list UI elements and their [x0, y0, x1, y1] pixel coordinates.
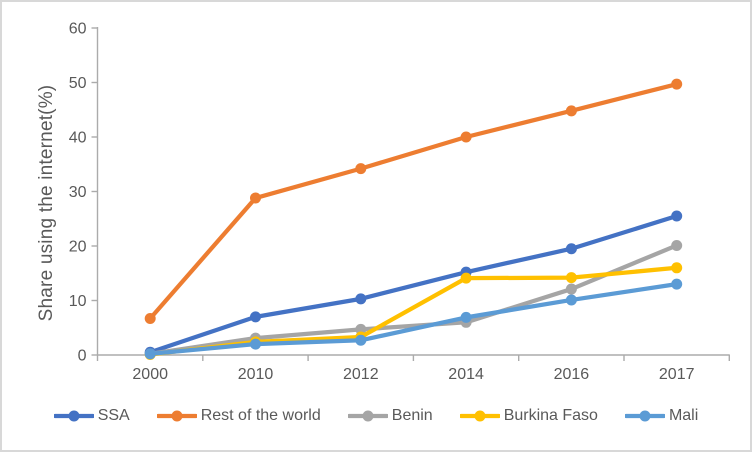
y-tick-label: 30: [69, 184, 87, 201]
data-point-mali: [355, 334, 367, 346]
y-tick-label: 60: [69, 21, 87, 38]
data-point-burkina-faso: [565, 272, 577, 284]
legend-marker-ssa: [53, 410, 94, 422]
legend-item-rest-of-the-world: Rest of the world: [156, 407, 321, 425]
legend-marker-mali: [624, 410, 665, 422]
data-point-ssa: [565, 243, 577, 255]
legend-item-mali: Mali: [624, 407, 699, 425]
data-point-rest-of-the-world: [355, 163, 367, 175]
data-point-rest-of-the-world: [460, 131, 472, 143]
data-point-mali: [144, 348, 156, 360]
legend-marker-burkina-faso: [459, 410, 500, 422]
legend-marker-rest-of-the-world: [156, 410, 197, 422]
series-line-mali: [148, 282, 679, 357]
y-tick-label: 20: [69, 239, 87, 256]
legend-label-benin: Benin: [391, 407, 433, 424]
legend-item-benin: Benin: [347, 407, 433, 425]
series-line-benin: [148, 243, 679, 357]
data-point-ssa: [250, 311, 261, 323]
data-point-rest-of-the-world: [250, 192, 261, 204]
data-point-benin: [355, 323, 367, 335]
data-point-rest-of-the-world: [565, 105, 577, 117]
data-point-ssa: [671, 210, 683, 222]
chart-legend: SSA Rest of the world Benin Burkina Faso Mal…: [2, 407, 750, 425]
data-point-mali: [250, 338, 261, 350]
legend-label-ssa: SSA: [97, 407, 130, 424]
data-point-benin: [565, 283, 577, 295]
data-point-mali: [671, 278, 683, 290]
data-point-mali: [460, 311, 472, 323]
legend-item-ssa: SSA: [53, 407, 130, 425]
data-point-burkina-faso: [460, 272, 472, 284]
legend-label-rest-of-the-world: Rest of the world: [200, 407, 321, 424]
x-tick-label: 2017: [659, 366, 695, 383]
data-point-rest-of-the-world: [144, 312, 156, 324]
legend-label-mali: Mali: [668, 407, 699, 424]
data-point-burkina-faso: [671, 262, 683, 274]
x-tick-label: 2010: [238, 366, 274, 383]
y-tick-label: 40: [69, 130, 87, 147]
y-tick-label: 10: [69, 293, 87, 310]
series-line-ssa: [148, 213, 679, 355]
y-tick-label: 0: [78, 348, 87, 365]
data-point-ssa: [355, 293, 367, 305]
x-tick-label: 2000: [132, 366, 168, 383]
data-point-benin: [671, 239, 683, 251]
x-tick-label: 2012: [343, 366, 379, 383]
data-point-mali: [565, 294, 577, 306]
y-tick-label: 50: [69, 75, 87, 92]
series-line-rest-of-the-world: [148, 82, 679, 321]
x-tick-label: 2016: [554, 366, 590, 383]
legend-marker-benin: [347, 410, 388, 422]
x-tick-label: 2014: [448, 366, 484, 383]
legend-label-burkina-faso: Burkina Faso: [503, 407, 598, 424]
data-point-rest-of-the-world: [671, 78, 683, 90]
legend-item-burkina-faso: Burkina Faso: [459, 407, 598, 425]
